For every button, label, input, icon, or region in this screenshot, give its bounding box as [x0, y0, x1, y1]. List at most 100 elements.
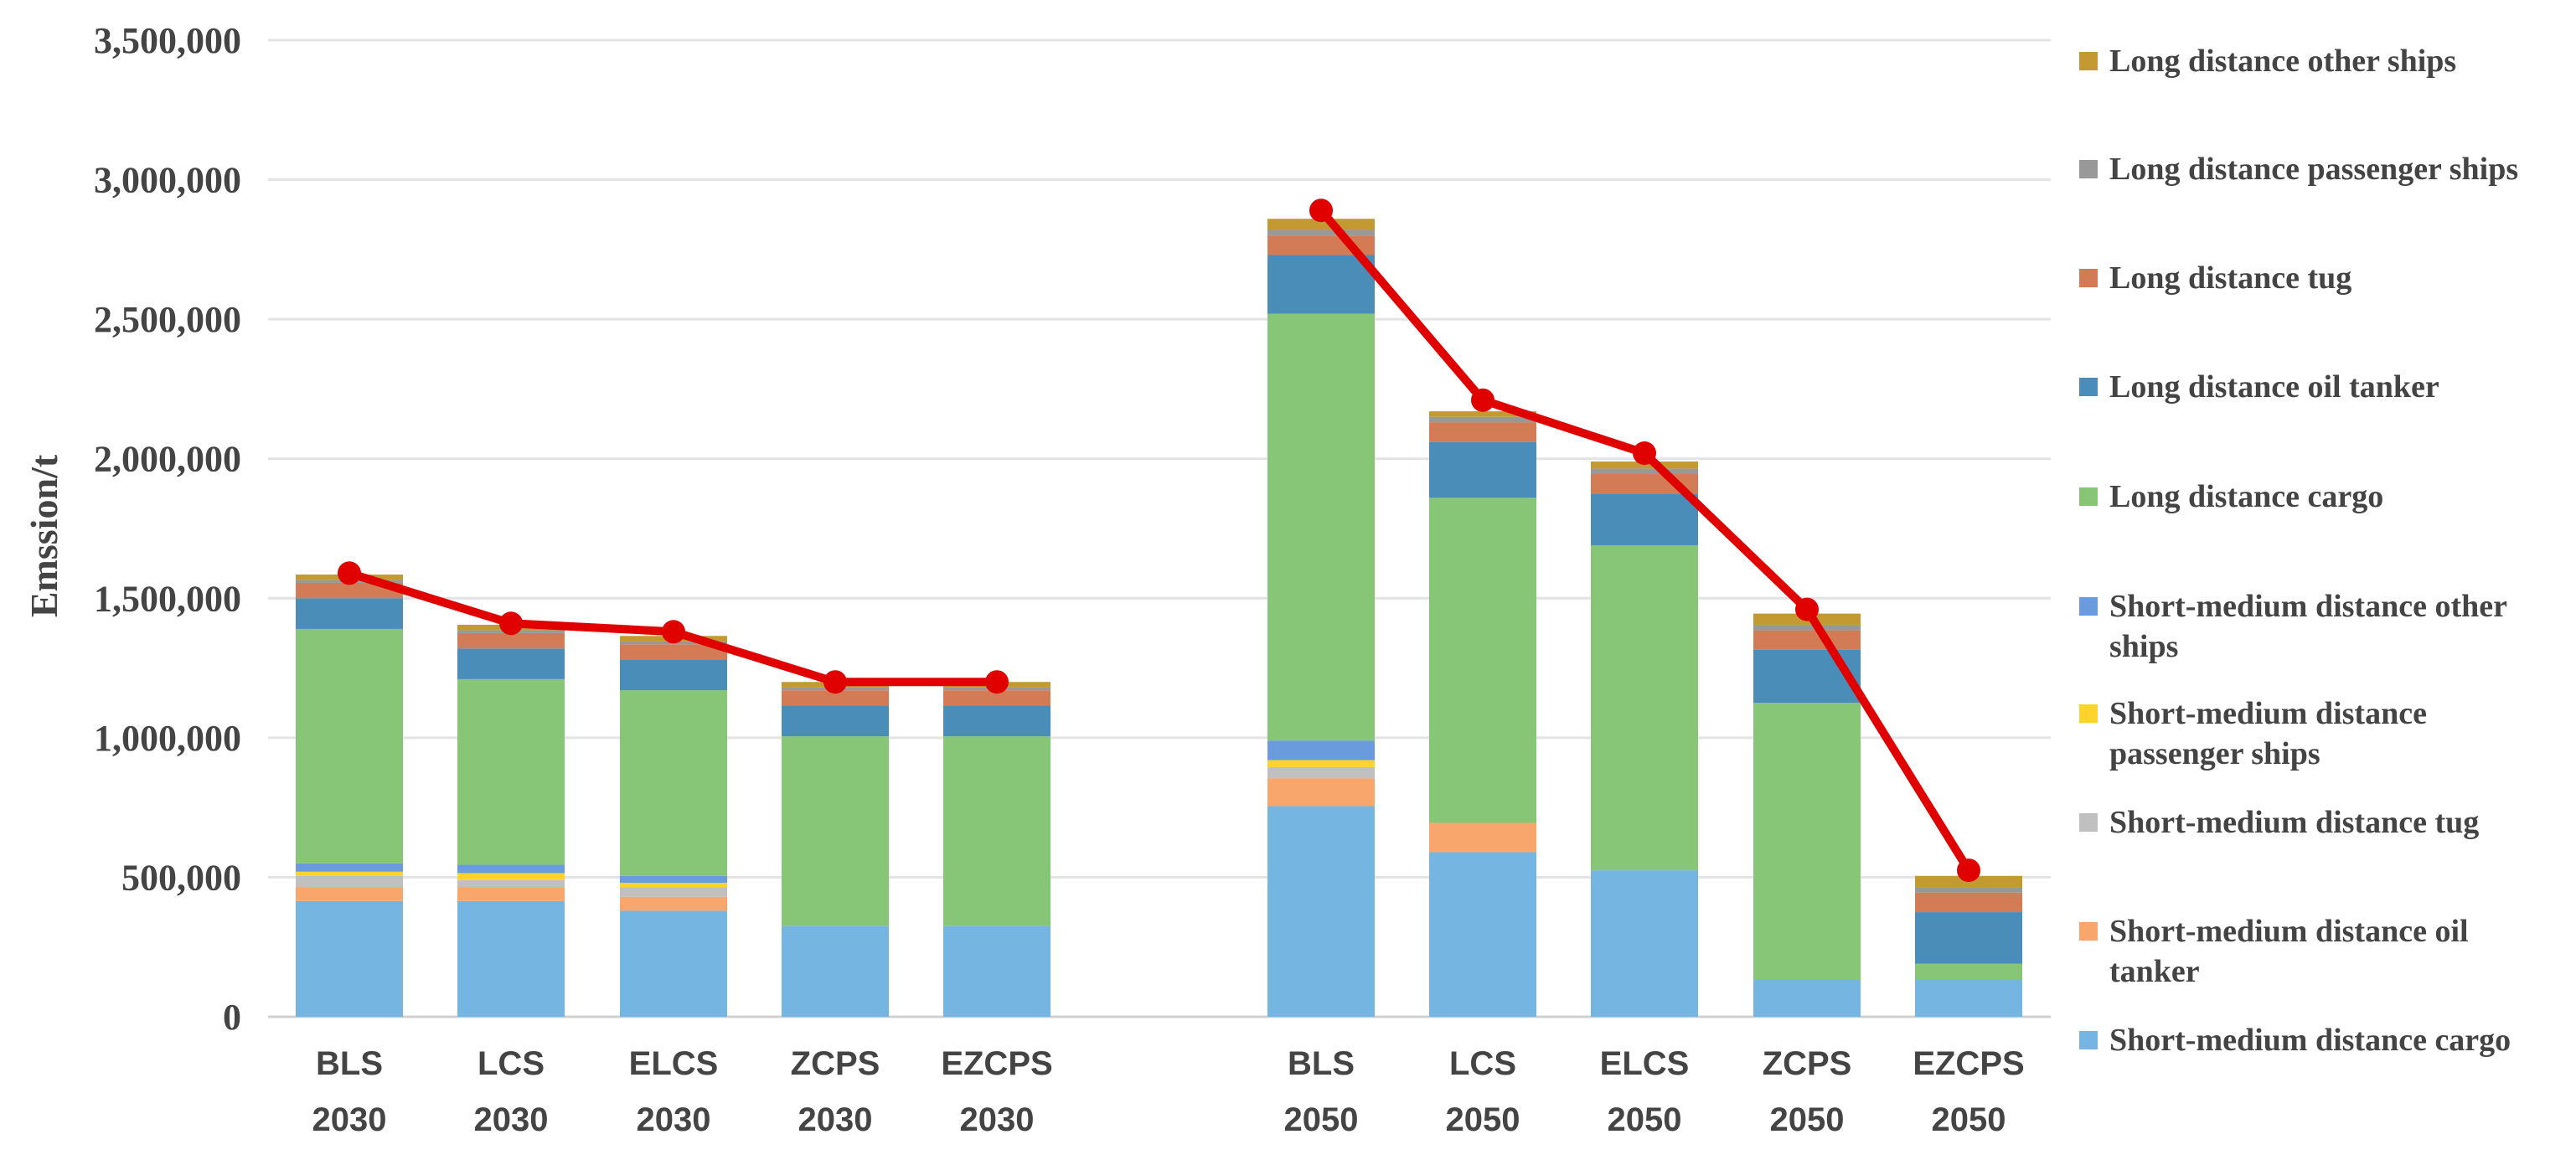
bar-stack: [457, 624, 565, 1017]
legend-swatch: [2079, 52, 2098, 70]
bar-segment: [1915, 912, 2022, 964]
bar-segment: [782, 705, 889, 737]
bar-segment: [457, 873, 565, 880]
bar-segment: [1267, 313, 1375, 741]
total-point: [1957, 858, 1980, 883]
bar-segment: [620, 690, 727, 876]
legend-label: Long distance cargo: [2109, 479, 2383, 514]
bar-stack: [1753, 613, 1861, 1017]
legend-label: passenger ships: [2109, 736, 2320, 771]
y-tick-label: 2,500,000: [94, 299, 241, 340]
legend-swatch: [2079, 1031, 2098, 1049]
x-tick-scenario: ZCPS: [1763, 1045, 1852, 1082]
legend-label: Long distance oil tanker: [2109, 369, 2439, 405]
bar-segment: [296, 598, 403, 629]
legend-label: Short-medium distance: [2109, 696, 2427, 731]
total-line-layer: [338, 198, 1980, 883]
legend-swatch: [2079, 813, 2098, 832]
x-tick-scenario: BLS: [316, 1045, 383, 1082]
bars: [296, 219, 2022, 1017]
x-tick-scenario: EZCPS: [941, 1045, 1052, 1082]
bar-segment: [1915, 963, 2022, 980]
bar-segment: [1753, 703, 1861, 980]
x-tick-scenario: LCS: [1449, 1045, 1516, 1082]
x-tick-scenario: ZCPS: [791, 1045, 880, 1082]
total-point: [1795, 597, 1819, 621]
legend-swatch: [2079, 704, 2098, 723]
bar-segment: [1915, 979, 2022, 1017]
y-tick-label: 500,000: [121, 857, 241, 898]
total-point: [662, 620, 685, 644]
bar-stack: [1267, 219, 1375, 1017]
bar-segment: [1753, 649, 1861, 704]
legend-label: tanker: [2109, 954, 2200, 989]
x-tick-year: 2030: [637, 1101, 711, 1138]
x-tick-scenario: ELCS: [629, 1045, 719, 1082]
legend-swatch: [2079, 922, 2098, 941]
bar-segment: [1753, 979, 1861, 1017]
legend-item: Long distance other ships: [2079, 44, 2456, 79]
y-axis-ticks: 0 500,000 1,000,000 1,500,000 2,000,000 2,500…: [94, 20, 241, 1038]
bar-segment: [457, 864, 565, 874]
bar-stack: [1429, 411, 1536, 1017]
legend-label: Short-medium distance other: [2109, 589, 2507, 624]
legend-label: Long distance tug: [2109, 260, 2351, 296]
bar-segment: [1267, 255, 1375, 314]
bar-segment: [620, 659, 727, 691]
gridlines: [268, 39, 2051, 1018]
bar-segment: [296, 863, 403, 872]
y-tick-label: 0: [223, 997, 241, 1038]
bar-segment: [1267, 766, 1375, 779]
legend-label: Short-medium distance oil: [2109, 914, 2469, 949]
y-tick-label: 3,000,000: [94, 160, 241, 201]
legend-swatch: [2079, 160, 2098, 178]
x-tick-year: 2050: [1446, 1101, 1520, 1138]
bar-segment: [296, 628, 403, 864]
bar-segment: [620, 896, 727, 911]
x-tick-year: 2050: [1284, 1101, 1359, 1138]
bar-segment: [1591, 461, 1698, 469]
x-tick-year: 2030: [312, 1101, 387, 1138]
bar-segment: [782, 925, 889, 1017]
bar-segment: [1429, 822, 1536, 853]
total-point: [1471, 388, 1494, 412]
bar-segment: [1591, 493, 1698, 545]
legend-item: Long distance tug: [2079, 260, 2351, 296]
legend-item: Short-medium distance cargo: [2079, 1023, 2511, 1058]
x-tick-year: 2050: [1932, 1101, 2006, 1138]
bar-stack: [782, 682, 889, 1017]
bar-segment: [457, 900, 565, 1017]
legend-swatch: [2079, 597, 2098, 616]
x-tick-year: 2030: [798, 1101, 873, 1138]
total-point: [823, 670, 847, 694]
legend-item: Short-medium distance oil tanker: [2079, 914, 2469, 989]
x-tick-scenario: BLS: [1288, 1045, 1355, 1082]
bar-segment: [943, 705, 1051, 737]
bar-segment: [620, 644, 727, 660]
bar-segment: [620, 910, 727, 1017]
bar-stack: [620, 636, 727, 1017]
bar-segment: [1267, 806, 1375, 1017]
x-tick-year: 2050: [1608, 1101, 1682, 1138]
bar-segment: [296, 871, 403, 876]
bar-segment: [296, 875, 403, 888]
bar-segment: [1267, 760, 1375, 767]
y-tick-label: 1,500,000: [94, 578, 241, 619]
legend-label: ships: [2109, 629, 2178, 664]
x-tick-year: 2030: [960, 1101, 1035, 1138]
bar-segment: [1267, 229, 1375, 236]
total-point: [985, 670, 1009, 694]
total-point: [499, 611, 523, 636]
bar-segment: [457, 887, 565, 901]
x-tick-scenario: EZCPS: [1913, 1045, 2024, 1082]
bar-segment: [943, 690, 1051, 706]
total-point: [1309, 198, 1333, 223]
legend-label: Long distance passenger ships: [2109, 152, 2518, 187]
bar-segment: [620, 883, 727, 888]
bar-segment: [620, 875, 727, 884]
bar-segment: [457, 879, 565, 888]
legend-item: Short-medium distance passenger ships: [2079, 696, 2427, 771]
bar-segment: [296, 900, 403, 1017]
